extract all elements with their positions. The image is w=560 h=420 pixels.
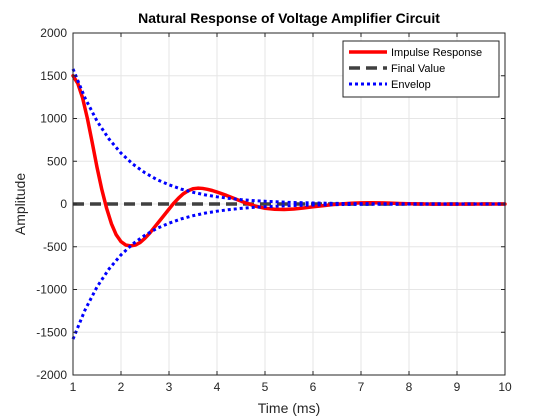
tick-labels: 1 2 3 4 5 6 7 8 9 10 -2000 -1500 -1000 -500 0 500 1000 15… — [36, 26, 512, 394]
y-tick-label: -1500 — [36, 325, 67, 339]
x-tick-label: 4 — [214, 380, 221, 394]
x-tick-label: 8 — [406, 380, 413, 394]
x-tick-label: 2 — [118, 380, 125, 394]
tick-marks — [72, 32, 506, 376]
y-tick-label: 2000 — [40, 26, 67, 40]
y-tick-label: -1000 — [36, 283, 67, 297]
y-tick-label: 500 — [47, 154, 67, 168]
legend-label-final-value: Final Value — [391, 63, 445, 75]
legend: Impulse Response Final Value Envelop — [342, 40, 500, 98]
x-tick-label: 10 — [498, 380, 512, 394]
y-tick-label: -2000 — [36, 368, 67, 382]
legend-label-impulse-response: Impulse Response — [391, 47, 482, 59]
x-axis-label: Time (ms) — [258, 400, 320, 416]
x-tick-label: 5 — [262, 380, 269, 394]
series-group — [71, 68, 507, 340]
x-tick-label: 9 — [454, 380, 461, 394]
y-axis-label: Amplitude — [12, 173, 28, 235]
x-tick-label: 3 — [166, 380, 173, 394]
x-tick-label: 1 — [70, 380, 77, 394]
y-tick-label: 1500 — [40, 69, 67, 83]
x-tick-label: 7 — [358, 380, 365, 394]
y-tick-label: -500 — [43, 240, 67, 254]
y-tick-label: 0 — [60, 197, 67, 211]
y-tick-label: 1000 — [40, 112, 67, 126]
x-tick-label: 6 — [310, 380, 317, 394]
series-line-envelop — [71, 68, 505, 206]
legend-label-envelop: Envelop — [391, 79, 431, 91]
series-line-envelop-lower — [71, 202, 505, 340]
chart-title: Natural Response of Voltage Amplifier Ci… — [138, 10, 440, 26]
